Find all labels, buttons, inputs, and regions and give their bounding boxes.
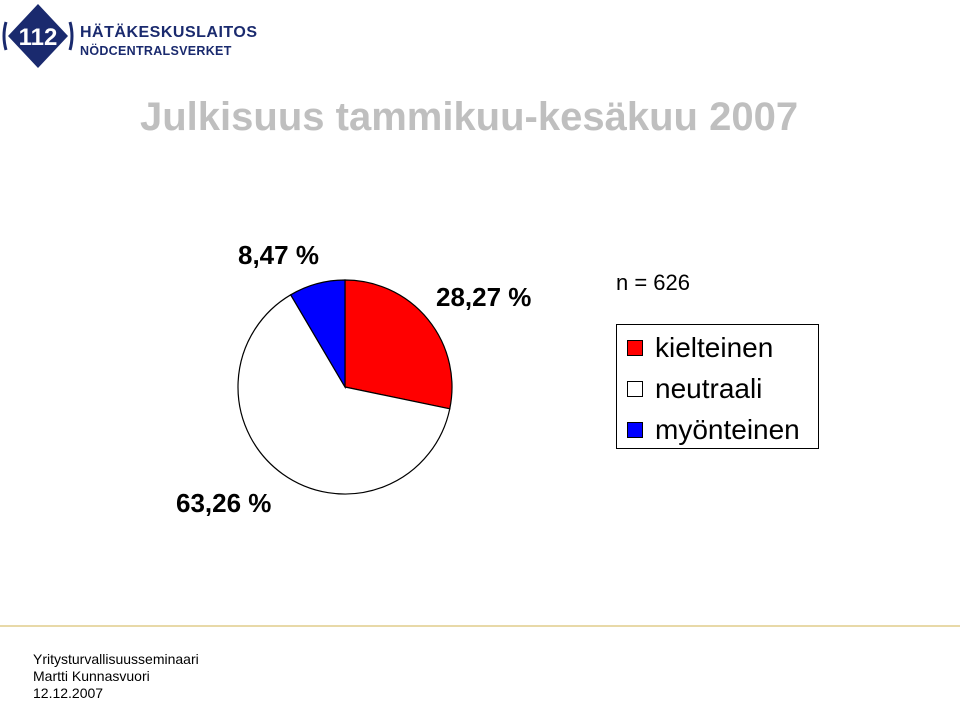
slice-label-kielteinen: 28,27 % (436, 282, 531, 312)
legend-item-myonteinen: myönteinen (627, 414, 800, 445)
pie-slices (237, 279, 453, 495)
slide-title: Julkisuus tammikuu-kesäkuu 2007 (140, 95, 799, 139)
legend-swatch-blue (627, 422, 643, 438)
legend-label: myönteinen (655, 414, 800, 445)
chart-legend: kielteinen neutraali myönteinen (616, 324, 819, 449)
legend-item-kielteinen: kielteinen (627, 332, 774, 363)
footer-date: 12.12.2007 (33, 685, 104, 701)
logo-number: 112 (19, 24, 58, 51)
sample-size-label: n = 626 (616, 270, 691, 295)
footer-divider (0, 625, 960, 627)
slice-label-myonteinen: 8,47 % (238, 240, 319, 270)
pie-slice-neutraali (237, 293, 451, 495)
legend-swatch-red (627, 340, 643, 356)
organization-logo: 112 HÄTÄKESKUSLAITOS NÖDCENTRALSVERKET (2, 2, 257, 70)
slice-label-neutraali: 63,26 % (176, 488, 271, 518)
112-emblem-icon: 112 (2, 4, 74, 68)
legend-label: kielteinen (655, 332, 774, 363)
pie-slice-myönteinen (289, 279, 346, 390)
footer-event: Yritysturvallisuusseminaari (33, 651, 199, 667)
legend-item-neutraali: neutraali (627, 373, 763, 404)
logo-name-swedish: NÖDCENTRALSVERKET (80, 44, 232, 58)
legend-swatch-white (627, 381, 643, 397)
logo-name-finnish: HÄTÄKESKUSLAITOS (80, 24, 258, 41)
legend-label: neutraali (655, 373, 763, 404)
footer-author: Martti Kunnasvuori (33, 668, 150, 684)
pie-slice-kielteinen (344, 279, 453, 410)
